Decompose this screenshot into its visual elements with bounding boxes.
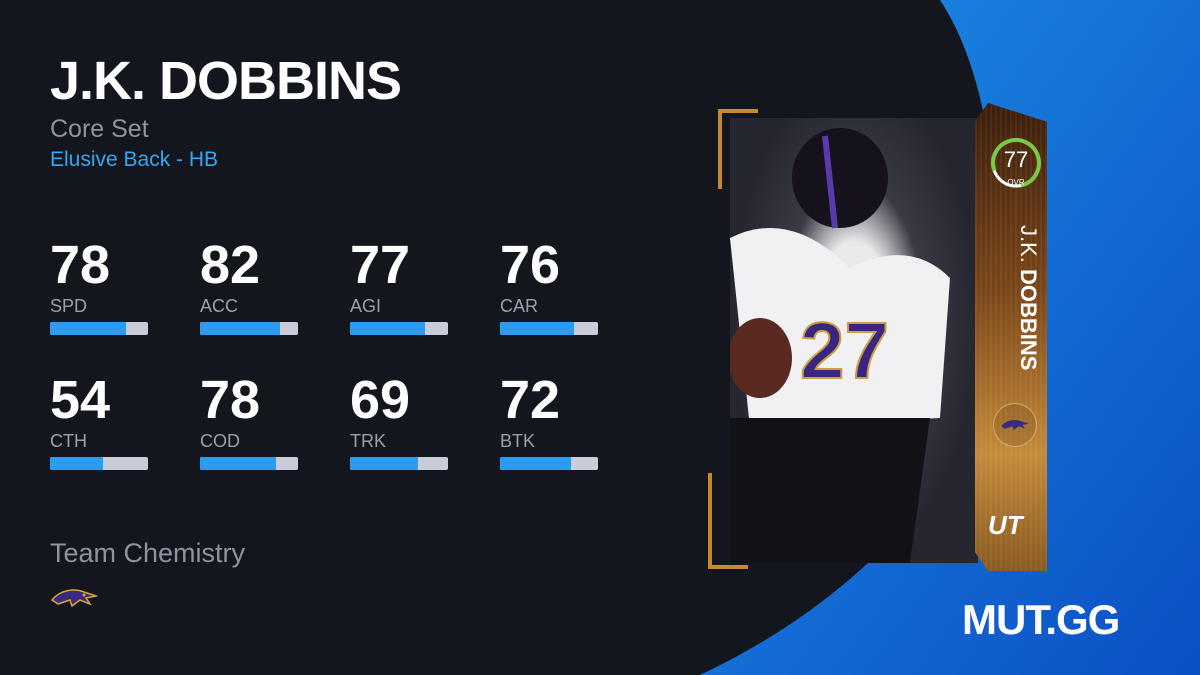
stat-value: 69 [350, 370, 411, 430]
player-card[interactable]: 27 77 OVR J.K. DOBBINS UT [708, 103, 1050, 573]
stat-bar-fill [350, 457, 418, 470]
ovr-label: OVR [1007, 178, 1025, 187]
stat-bar-fill [350, 322, 426, 335]
stat-label: AGI [350, 296, 382, 316]
card-frame-top [718, 109, 758, 189]
program-badge: UT [988, 510, 1023, 540]
stat-bar-fill [500, 322, 575, 335]
stat-trk: 69 TRK [350, 373, 450, 470]
ovr-value: 77 [1003, 147, 1029, 172]
card-player-name: J.K. DOBBINS [980, 225, 1041, 445]
stat-bar [50, 457, 148, 470]
svg-text:27: 27 [800, 306, 889, 395]
stat-label: BTK [500, 431, 536, 451]
stat-bar-fill [50, 322, 127, 335]
stat-label: CTH [50, 431, 87, 451]
stat-value: 78 [200, 370, 261, 430]
stat-value: 72 [500, 370, 561, 430]
stat-bar [500, 322, 598, 335]
card-first-name: J.K. [1016, 225, 1041, 263]
stat-value: 77 [350, 235, 411, 295]
mutgg-logo[interactable]: MUT.GG [962, 596, 1120, 643]
ovr-ring [990, 138, 1041, 188]
stat-value: 78 [50, 235, 111, 295]
stat-cth: 54 CTH [50, 373, 150, 470]
player-name: J.K. DOBBINS [50, 51, 402, 111]
card-frame-bottom [708, 473, 748, 569]
stat-value: 54 [50, 370, 111, 430]
team-chemistry-label: Team Chemistry [50, 538, 246, 568]
stat-spd: 78 SPD [50, 238, 150, 335]
stat-bar [200, 322, 298, 335]
card-last-name: DOBBINS [1016, 269, 1041, 371]
stat-bar-fill [50, 457, 103, 470]
stat-cod: 78 COD [200, 373, 300, 470]
stat-bar [50, 322, 148, 335]
stat-label: ACC [200, 296, 239, 316]
stat-label: SPD [50, 296, 88, 316]
stat-label: TRK [350, 431, 386, 451]
archetype-position: Elusive Back - HB [50, 148, 219, 171]
stat-bar [500, 457, 598, 470]
stat-label: CAR [500, 296, 539, 316]
stat-bar-fill [200, 457, 277, 470]
stat-acc: 82 ACC [200, 238, 300, 335]
stat-bar [200, 457, 298, 470]
card-team-icon [993, 403, 1037, 447]
stat-bar [350, 457, 448, 470]
stat-bar-fill [500, 457, 571, 470]
stat-bar [350, 322, 448, 335]
player-photo: 27 [730, 118, 978, 563]
stat-value: 82 [200, 235, 261, 295]
card-side-strip [975, 103, 1047, 571]
stat-value: 76 [500, 235, 561, 295]
ravens-logo-icon[interactable] [50, 586, 98, 610]
stat-btk: 72 BTK [500, 373, 600, 470]
stat-label: COD [200, 431, 240, 451]
stat-agi: 77 AGI [350, 238, 450, 335]
stat-bar-fill [200, 322, 281, 335]
stat-car: 76 CAR [500, 238, 600, 335]
card-set: Core Set [50, 115, 149, 143]
